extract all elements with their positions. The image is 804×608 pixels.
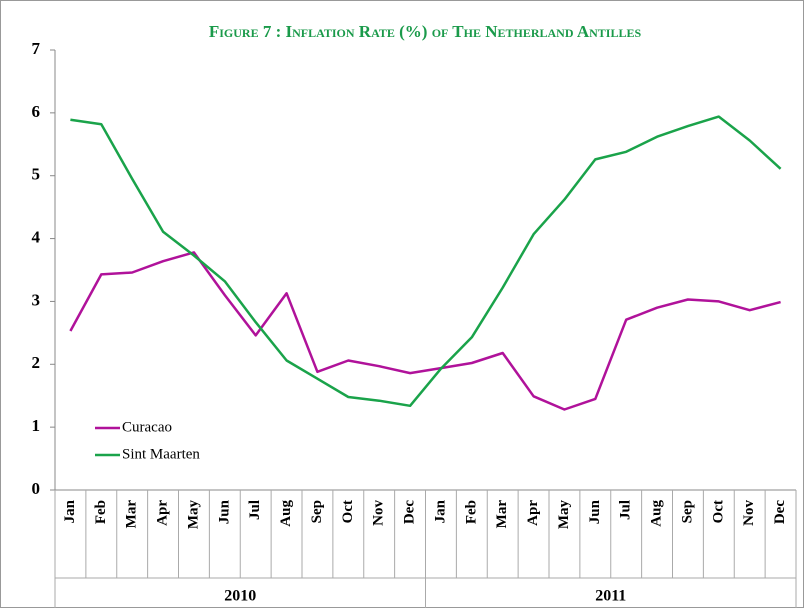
y-tick-label: 6 — [32, 102, 41, 121]
y-tick-label: 0 — [32, 479, 41, 498]
x-tick-label: Jul — [247, 500, 263, 520]
x-tick-label: Jan — [432, 499, 448, 523]
x-tick-label: Dec — [772, 500, 788, 524]
y-tick-label: 3 — [32, 290, 41, 309]
y-tick-label: 7 — [32, 39, 41, 58]
x-tick-label: Feb — [93, 500, 109, 524]
x-tick-label: Aug — [649, 500, 665, 527]
y-tick-label: 2 — [32, 353, 41, 372]
x-tick-label: Dec — [402, 500, 418, 524]
x-tick-label: Nov — [371, 500, 387, 526]
x-tick-label: Aug — [278, 500, 294, 527]
legend-label: Curacao — [122, 419, 172, 435]
legend-label: Sint Maarten — [122, 446, 200, 462]
chart-title: Figure 7 : Inflation Rate (%) of The Net… — [209, 22, 642, 41]
x-tick-label: Feb — [463, 500, 479, 524]
x-tick-label: Apr — [525, 500, 541, 526]
x-tick-label: Apr — [155, 500, 171, 526]
x-tick-label: Jan — [62, 499, 78, 523]
x-tick-label: Nov — [741, 500, 757, 526]
y-tick-label: 4 — [32, 227, 41, 246]
x-tick-label: Jul — [618, 500, 634, 520]
series-line — [70, 115, 782, 408]
x-tick-label: Oct — [710, 500, 726, 523]
x-tick-label: Sep — [309, 500, 325, 523]
x-tick-label: Mar — [124, 500, 140, 529]
x-tick-label: Jun — [587, 499, 603, 524]
group-label: 2011 — [595, 588, 626, 605]
y-tick-label: 1 — [32, 416, 41, 435]
group-label: 2010 — [224, 588, 256, 605]
x-tick-label: Sep — [679, 500, 695, 523]
series-line — [69, 251, 781, 411]
x-tick-label: Jun — [216, 499, 232, 524]
x-tick-label: May — [185, 500, 201, 530]
y-tick-label: 5 — [32, 165, 41, 184]
x-tick-label: Mar — [494, 500, 510, 529]
x-tick-label: Oct — [340, 500, 356, 523]
x-tick-label: May — [556, 500, 572, 530]
